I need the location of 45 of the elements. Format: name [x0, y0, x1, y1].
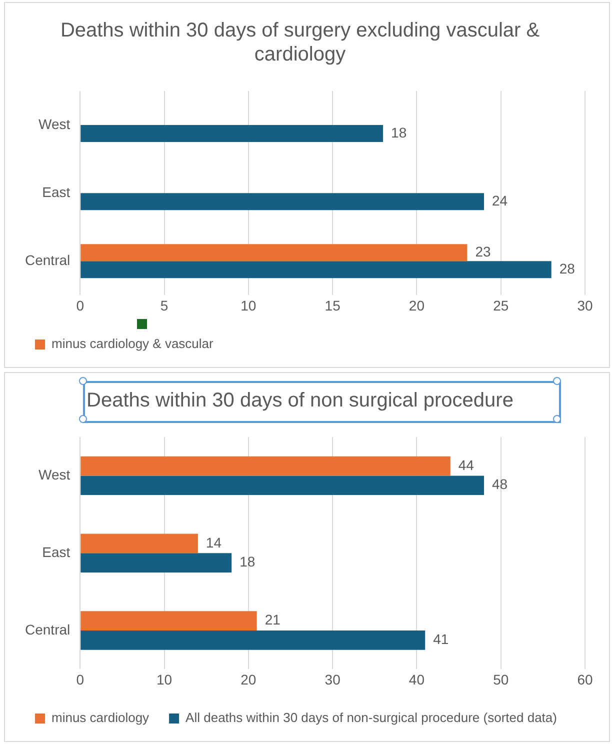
x-tick-label: 0: [76, 671, 84, 688]
bar: [80, 476, 484, 496]
x-tick-label: 10: [240, 297, 256, 314]
x-tick-label: 30: [577, 297, 593, 314]
y-tick-label: West: [38, 466, 70, 483]
data-label: 44: [458, 456, 474, 473]
data-label: 24: [492, 192, 508, 208]
bar: [80, 261, 552, 278]
x-tick-label: 15: [324, 297, 341, 314]
x-tick-label: 10: [156, 671, 172, 688]
data-label: 18: [391, 124, 407, 140]
legend-label: All deaths within 30 days of non-surgical procedure (sorted data): [186, 710, 557, 726]
data-label: 28: [559, 260, 576, 277]
data-label: 41: [433, 631, 449, 648]
bar: [80, 630, 426, 650]
bar: [80, 193, 484, 210]
x-tick-label: 30: [324, 671, 341, 688]
y-tick-label: East: [42, 184, 70, 200]
x-tick-label: 60: [577, 671, 593, 688]
x-tick-label: 0: [76, 297, 84, 314]
data-label: 21: [264, 612, 281, 628]
chart-title: Deaths within 30 days of surgery excluding vascular & cardiology: [60, 20, 540, 66]
data-label: 48: [492, 476, 508, 492]
legend-label: minus cardiology & vascular: [52, 336, 214, 352]
x-tick-label: 20: [408, 297, 425, 314]
x-tick-label: 40: [408, 671, 425, 688]
bar: [80, 244, 468, 262]
bar: [80, 553, 232, 572]
y-tick-label: West: [38, 116, 70, 132]
y-tick-label: Central: [24, 621, 70, 638]
bar: [80, 456, 450, 476]
bar: [80, 125, 384, 142]
data-label: 18: [240, 554, 256, 570]
y-tick-label: East: [42, 544, 70, 560]
x-tick-label: 25: [493, 297, 509, 314]
x-tick-label: 5: [160, 297, 168, 314]
bar: [80, 611, 257, 630]
x-tick-label: 50: [493, 671, 509, 688]
data-label: 23: [475, 244, 491, 260]
bar: [80, 534, 198, 554]
data-label: 14: [206, 534, 222, 550]
chart-title: Deaths within 30 days of non surgical procedure: [86, 390, 514, 412]
x-tick-label: 20: [240, 671, 256, 688]
legend-label: minus cardiology: [52, 710, 150, 726]
y-tick-label: Central: [24, 252, 70, 268]
